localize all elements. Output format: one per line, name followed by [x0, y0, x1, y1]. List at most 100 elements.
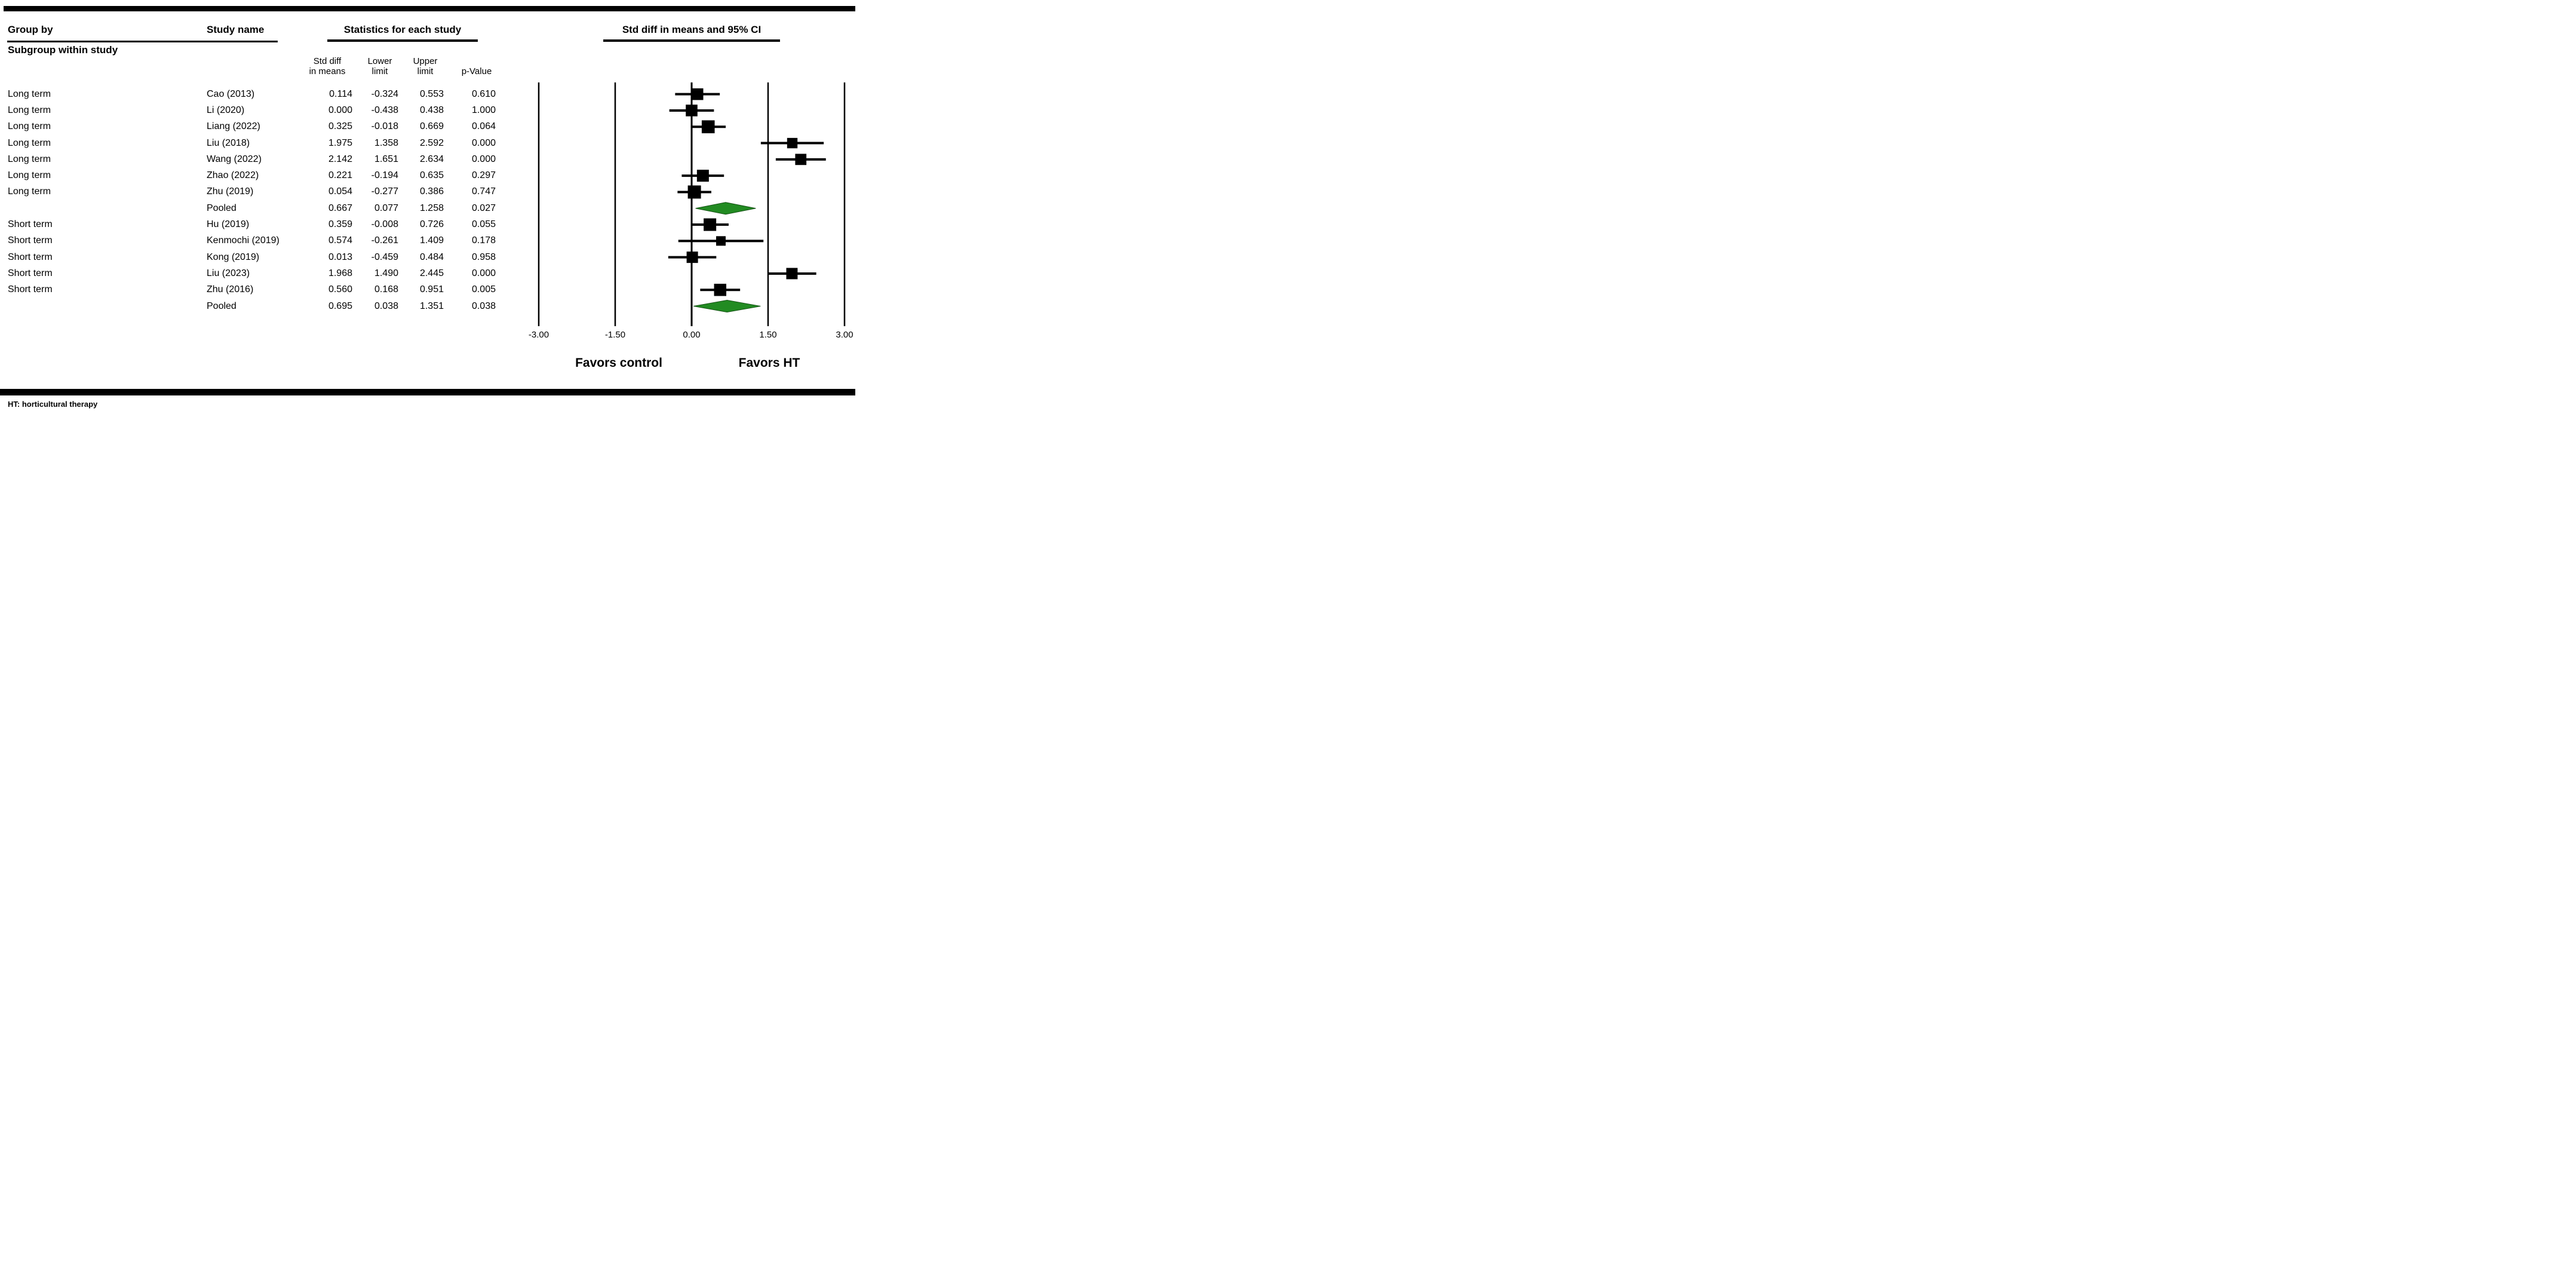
- upper-limit-column-header: Upper limit: [413, 56, 438, 76]
- p-value-cell: 0.005: [471, 284, 496, 295]
- group-by-header: Group by: [8, 24, 53, 35]
- top-rule: [4, 6, 855, 11]
- table-row: Short term Hu (2019) 0.359 -0.008 0.726 0.055: [0, 216, 859, 232]
- upper-limit-cell: 2.445: [419, 268, 444, 278]
- footnote: HT: horticultural therapy: [8, 400, 98, 409]
- std-diff-cell: 0.560: [328, 284, 352, 295]
- std-diff-cell: 0.667: [328, 203, 352, 213]
- p-value-cell: 0.297: [471, 170, 496, 181]
- std-diff-cell: 1.975: [328, 137, 352, 148]
- p-value-cell: 1.000: [471, 105, 496, 115]
- study-table: Long term Cao (2013) 0.114 -0.324 0.553 0.610…: [0, 86, 859, 314]
- subgroup-header: Subgroup within study: [8, 44, 118, 56]
- lower-limit-cell: 1.651: [374, 154, 398, 164]
- table-row: Long term Cao (2013) 0.114 -0.324 0.553 0.610: [0, 86, 859, 102]
- group-by-underline: [7, 41, 217, 42]
- std-diff-cell: 0.359: [328, 219, 352, 230]
- upper-limit-cell: 2.634: [419, 154, 444, 164]
- stats-header: Statistics for each study: [343, 24, 462, 35]
- table-row: Long term Zhu (2019) 0.054 -0.277 0.386 0.747: [0, 184, 859, 200]
- study-cell: Kong (2019): [207, 251, 260, 262]
- group-cell: Long term: [8, 137, 51, 148]
- std-diff-cell: 0.325: [328, 121, 352, 132]
- stats-underline: [327, 39, 478, 42]
- group-cell: Long term: [8, 88, 51, 99]
- group-cell: Long term: [8, 186, 51, 197]
- p-value-cell: 0.178: [471, 235, 496, 246]
- lower-limit-cell: -0.277: [371, 186, 398, 197]
- upper-limit-cell: 1.409: [419, 235, 444, 246]
- p-value-cell: 0.027: [471, 203, 496, 213]
- std-diff-cell: 0.221: [328, 170, 352, 181]
- p-value-cell: 0.747: [471, 186, 496, 197]
- study-cell: Zhu (2016): [207, 284, 254, 295]
- table-row: Long term Zhao (2022) 0.221 -0.194 0.635 0.29…: [0, 167, 859, 183]
- group-cell: Short term: [8, 268, 53, 278]
- lower-limit-cell: -0.324: [371, 88, 398, 99]
- std-diff-cell: 0.114: [329, 88, 352, 99]
- lower-limit-cell: -0.261: [371, 235, 398, 246]
- table-row: Short term Liu (2023) 1.968 1.490 2.445 0.000: [0, 265, 859, 281]
- study-name-underline: [206, 41, 278, 42]
- upper-limit-cell: 0.635: [419, 170, 444, 181]
- study-cell: Pooled: [207, 203, 237, 213]
- upper-limit-cell: 0.484: [419, 251, 444, 262]
- p-value-cell: 0.064: [471, 121, 496, 132]
- upper-limit-cell: 0.438: [419, 105, 444, 115]
- lower-limit-cell: -0.018: [371, 121, 398, 132]
- study-cell: Li (2020): [207, 105, 245, 115]
- axis-tick-label: 0.00: [683, 330, 701, 340]
- upper-limit-cell: 0.726: [419, 219, 444, 230]
- std-diff-cell: 2.142: [328, 154, 352, 164]
- std-diff-cell: 0.000: [328, 105, 352, 115]
- forest-plot-figure: Group by Subgroup within study Study nam…: [0, 0, 859, 424]
- p-value-cell: 0.958: [471, 251, 496, 262]
- p-value-column-header: p-Value: [461, 66, 492, 76]
- p-value-cell: 0.610: [471, 88, 496, 99]
- table-row: Short term Zhu (2016) 0.560 0.168 0.951 0.005: [0, 282, 859, 298]
- p-value-cell: 0.038: [471, 300, 496, 311]
- group-cell: Long term: [8, 105, 51, 115]
- study-cell: Pooled: [207, 300, 237, 311]
- favors-control-label: Favors control: [575, 356, 662, 370]
- study-cell: Zhu (2019): [207, 186, 254, 197]
- lower-limit-cell: -0.438: [371, 105, 398, 115]
- study-cell: Liu (2018): [207, 137, 250, 148]
- axis-tick-label: 3.00: [836, 330, 853, 340]
- bottom-rule: [0, 389, 855, 395]
- p-value-cell: 0.000: [471, 137, 496, 148]
- study-cell: Liu (2023): [207, 268, 250, 278]
- table-row: Long term Li (2020) 0.000 -0.438 0.438 1.000: [0, 102, 859, 118]
- group-cell: Short term: [8, 284, 53, 295]
- group-cell: Short term: [8, 219, 53, 230]
- table-row: Long term Wang (2022) 2.142 1.651 2.634 0.000: [0, 151, 859, 167]
- lower-limit-cell: -0.194: [371, 170, 398, 181]
- p-value-cell: 0.055: [471, 219, 496, 230]
- table-row: Pooled 0.667 0.077 1.258 0.027: [0, 200, 859, 216]
- upper-limit-cell: 1.351: [419, 300, 444, 311]
- favors-ht-label: Favors HT: [738, 356, 800, 370]
- plot-title: Std diff in means and 95% CI: [622, 24, 762, 35]
- table-row: Long term Liu (2018) 1.975 1.358 2.592 0.000: [0, 135, 859, 151]
- upper-limit-cell: 1.258: [419, 203, 444, 213]
- group-cell: Short term: [8, 235, 53, 246]
- lower-limit-cell: -0.459: [371, 251, 398, 262]
- std-diff-cell: 0.695: [328, 300, 352, 311]
- std-diff-cell: 0.054: [328, 186, 352, 197]
- table-row: Short term Kong (2019) 0.013 -0.459 0.484 0.9…: [0, 249, 859, 265]
- study-cell: Wang (2022): [207, 154, 262, 164]
- axis-tick-label: 1.50: [759, 330, 777, 340]
- upper-limit-cell: 0.669: [419, 121, 444, 132]
- study-cell: Hu (2019): [207, 219, 250, 230]
- study-name-header: Study name: [207, 24, 265, 35]
- upper-limit-cell: 2.592: [419, 137, 444, 148]
- group-cell: Long term: [8, 170, 51, 181]
- lower-limit-cell: 0.077: [374, 203, 398, 213]
- lower-limit-cell: 1.490: [374, 268, 398, 278]
- std-diff-column-header: Std diff in means: [309, 56, 346, 76]
- axis-tick-label: -3.00: [528, 330, 549, 340]
- study-cell: Zhao (2022): [207, 170, 259, 181]
- std-diff-cell: 0.013: [328, 251, 352, 262]
- lower-limit-cell: -0.008: [371, 219, 398, 230]
- upper-limit-cell: 0.553: [419, 88, 444, 99]
